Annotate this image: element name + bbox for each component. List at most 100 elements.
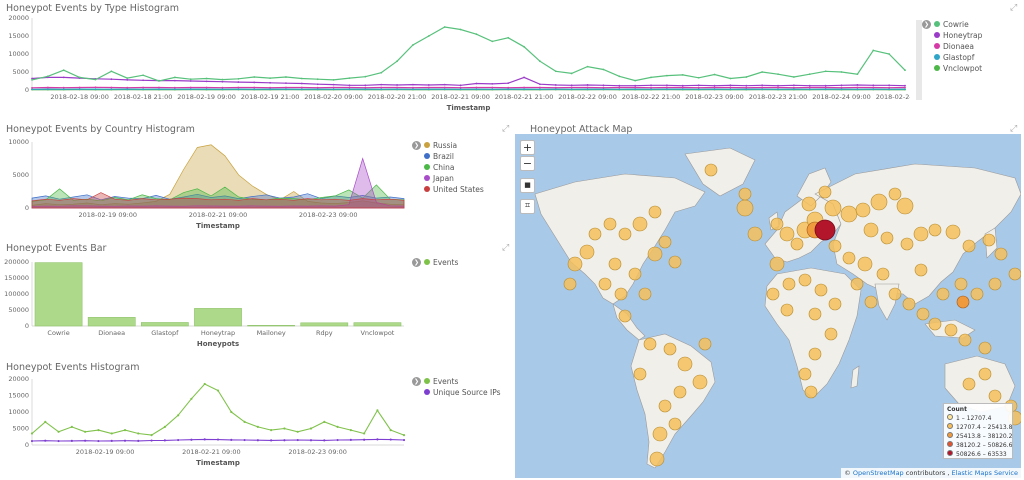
data-point <box>269 77 271 80</box>
data-point <box>283 439 286 442</box>
data-point <box>856 86 859 89</box>
fit-bounds-button[interactable]: ⌗ <box>520 199 535 214</box>
data-point <box>634 88 637 91</box>
data-point <box>777 86 779 89</box>
legend-dot-icon <box>934 21 940 27</box>
data-point <box>808 84 811 87</box>
x-tick-label: 2018-02-22 21:00 <box>622 93 681 101</box>
data-point <box>777 84 779 87</box>
x-tick-label: Vnclowpot <box>360 329 394 337</box>
x-tick-label: Glastopf <box>151 329 179 337</box>
legend-toggle-icon[interactable]: ❯ <box>412 377 421 386</box>
legend-scrollbar[interactable] <box>916 20 922 100</box>
attack-bubble <box>902 297 916 311</box>
openstreetmap-link[interactable]: OpenStreetMap <box>852 469 904 477</box>
legend-swatch-icon <box>947 432 953 438</box>
attack-bubble <box>668 417 682 431</box>
legend-item-events[interactable]: Events <box>424 377 458 387</box>
expand-icon[interactable]: ⤢ <box>502 124 510 134</box>
y-tick-label: 0 <box>25 441 29 449</box>
attack-bubble <box>970 287 984 301</box>
data-point <box>666 86 668 89</box>
data-point <box>888 53 891 55</box>
draw-rectangle-button[interactable]: ■ <box>520 178 535 193</box>
zoom-out-button[interactable]: − <box>520 156 535 171</box>
data-point <box>269 86 271 89</box>
land-africa <box>764 267 862 399</box>
legend-item-unique-source-ips[interactable]: Unique Source IPs <box>424 388 501 398</box>
legend-item-japan[interactable]: Japan <box>424 174 454 184</box>
events-bar-chart: 200000 150000 100000 50000 0 Honeypots Cowrie D… <box>4 258 404 348</box>
events-bar-legend: ❯ Events <box>412 258 472 270</box>
world-map[interactable] <box>515 134 1021 478</box>
data-point <box>586 86 589 89</box>
legend-item-russia[interactable]: Russia <box>424 141 457 151</box>
data-point <box>554 84 557 86</box>
legend-item-vnclowpot[interactable]: Vnclowpot <box>934 64 982 74</box>
legend-toggle-icon[interactable]: ❯ <box>412 141 421 150</box>
data-point <box>97 429 100 432</box>
data-point <box>336 438 339 442</box>
bar-honeytrap <box>194 308 242 327</box>
expand-icon[interactable]: ⤢ <box>1010 124 1018 134</box>
data-point <box>872 49 875 52</box>
series-line-events <box>31 383 405 436</box>
expand-icon[interactable]: ⤢ <box>502 243 510 253</box>
expand-icon[interactable]: ⤢ <box>1010 3 1018 13</box>
x-tick-label: 2018-02-19 09:00 <box>78 211 137 219</box>
data-point <box>761 84 764 87</box>
legend-item-cowrie[interactable]: Cowrie <box>934 20 969 30</box>
data-point <box>761 86 764 89</box>
legend-item-united-states[interactable]: United States <box>424 185 484 195</box>
attack-bubble <box>913 226 929 242</box>
data-point <box>44 439 47 442</box>
elastic-maps-service-link[interactable]: Elastic Maps Service <box>951 469 1018 477</box>
data-point <box>31 79 33 81</box>
attack-bubble <box>603 217 617 231</box>
attack-bubble <box>916 307 930 321</box>
data-point <box>332 83 335 86</box>
data-point <box>888 84 891 87</box>
legend-dot-icon <box>934 65 940 71</box>
data-point <box>618 84 621 87</box>
data-point <box>253 81 256 84</box>
legend-dot-icon <box>424 389 430 395</box>
legend-toggle-icon[interactable]: ❯ <box>412 258 421 267</box>
attack-bubble <box>808 347 822 361</box>
legend-item-glastopf[interactable]: Glastopf <box>934 53 974 63</box>
land-south-america <box>630 333 716 469</box>
data-point <box>205 86 208 89</box>
data-point <box>253 76 256 78</box>
legend-item-honeytrap[interactable]: Honeytrap <box>934 31 982 41</box>
data-point <box>323 420 326 423</box>
attack-map[interactable]: + − ■ ⌗ Count 1 – 12707.4 12707.4 – 2541… <box>515 134 1021 478</box>
data-point <box>666 88 668 90</box>
data-point <box>150 439 153 442</box>
legend-toggle-icon[interactable]: ❯ <box>922 20 931 29</box>
data-point <box>792 86 795 89</box>
attack-map-title: Honeypot Attack Map <box>530 124 633 135</box>
attack-bubble <box>638 287 652 301</box>
data-point <box>110 432 113 435</box>
data-point <box>570 84 573 87</box>
attack-bubble <box>648 205 662 219</box>
legend-item-brazil[interactable]: Brazil <box>424 152 454 162</box>
legend-item-china[interactable]: China <box>424 163 454 173</box>
attack-bubble <box>804 385 818 399</box>
data-point <box>650 88 652 91</box>
zoom-in-button[interactable]: + <box>520 140 535 155</box>
data-point <box>126 88 129 90</box>
legend-item-dionaea[interactable]: Dionaea <box>934 42 974 52</box>
legend-item-events[interactable]: Events <box>424 258 458 268</box>
data-point <box>412 88 414 91</box>
x-tick-label: 2018-02-21 21:00 <box>495 93 554 101</box>
attack-bubble <box>824 327 838 341</box>
events-histogram-legend: ❯ Events Unique Source IPs <box>412 377 512 401</box>
data-point <box>856 73 859 76</box>
bar-dionaea <box>87 317 136 327</box>
data-point <box>283 427 286 430</box>
data-point <box>459 84 462 87</box>
data-point <box>491 86 494 89</box>
data-point <box>427 88 430 91</box>
data-point <box>46 88 49 90</box>
